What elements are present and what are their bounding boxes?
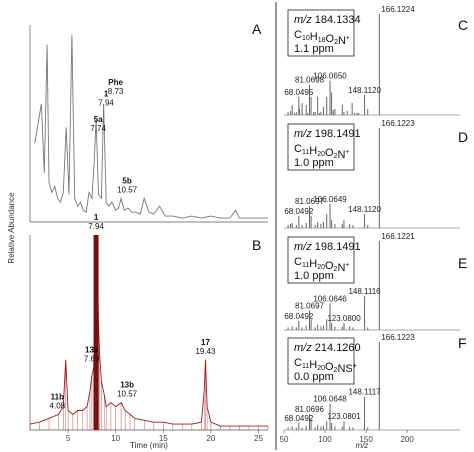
formula-ppm: 1.0 ppm [294, 270, 334, 282]
peak-label: 1 [104, 90, 109, 99]
peak-label: 5a [94, 115, 103, 124]
peak-mz-label: 148.1116 [348, 287, 381, 296]
x-tick-label: 5 [66, 434, 71, 443]
peak-time: 10.57 [117, 185, 138, 194]
x-tick-label: 150 [359, 435, 373, 444]
x-tick-label: 10 [111, 434, 120, 443]
x-axis-label: Time (min) [130, 441, 168, 450]
peak-mz-label: 68.0495 [284, 88, 313, 97]
formula-ppm: 1.1 ppm [294, 43, 334, 55]
peak-time: 7.74 [90, 124, 106, 133]
peak-mz-label: 166.1224 [381, 5, 415, 14]
peak-mz-label: 148.1120 [348, 86, 381, 95]
x-axis-label: m/z [356, 441, 369, 450]
panel-letter: E [458, 255, 467, 271]
formula-composition: C10H18O2N+ [294, 29, 350, 47]
peak-label: 5b [122, 176, 131, 185]
peak-mz-label: 123.0800 [327, 314, 361, 323]
peak-mz-label: 106.0648 [313, 395, 347, 404]
formula-composition: C11H20O2N+ [294, 143, 350, 161]
peak-time: 19.43 [195, 347, 216, 356]
formula-mz: m/z 214.1260 [294, 342, 361, 354]
peak-mz-label: 68.0492 [284, 414, 313, 423]
peak-label: 13a [85, 346, 99, 355]
y-axis-label: Relative Abundance [7, 192, 16, 264]
peak-mz-label: 106.0650 [313, 72, 347, 81]
peak-time: 8.73 [108, 87, 124, 96]
formula-mz: m/z 198.1491 [294, 128, 361, 140]
x-tick-label: 200 [400, 435, 414, 444]
formula-box [287, 236, 355, 284]
peak-label: 17 [201, 338, 210, 347]
peak-mz-label: 81.0696 [295, 405, 324, 414]
panel-letter: A [252, 21, 262, 37]
peak-mz-label: 148.1117 [348, 388, 381, 397]
peak-mz-label: 68.0492 [284, 207, 313, 216]
main-peak-bar [93, 235, 99, 430]
formula-composition: C11H20O2NS+ [294, 357, 357, 375]
panel-letter: D [458, 129, 468, 145]
peak-label: 11b [51, 392, 64, 401]
formula-composition: C11H20O2N+ [294, 256, 350, 274]
peak-mz-label: 81.0698 [295, 76, 324, 85]
peak-mz-label: 106.0649 [313, 195, 347, 204]
peak-mz-label: 81.0697 [295, 301, 324, 310]
x-tick-label: 15 [159, 434, 168, 443]
peak-mz-label: 166.1223 [381, 333, 415, 342]
peak-time: 10.57 [117, 390, 138, 399]
x-tick-label: 50 [280, 435, 289, 444]
peak-mz-label: 68.0492 [284, 312, 313, 321]
peak-time: 7.69 [84, 355, 100, 364]
peak-mz-label: 123.0801 [327, 412, 361, 421]
peak-label: 13b [120, 381, 134, 390]
x-tick-label: 25 [254, 434, 263, 443]
x-tick-label: 100 [318, 435, 332, 444]
peak-label: Phe [108, 78, 123, 87]
formula-ppm: 1.0 ppm [294, 157, 334, 169]
peak-time: 7.94 [88, 222, 104, 231]
panel-letter: B [252, 237, 261, 253]
formula-box [287, 337, 355, 385]
formula-mz: m/z 184.1334 [294, 14, 361, 26]
formula-ppm: 0.0 ppm [294, 371, 334, 383]
peak-label: 1 [94, 213, 99, 222]
peak-mz-label: 148.1120 [348, 205, 381, 214]
trace-line [34, 34, 268, 219]
panel-letter: C [458, 17, 468, 33]
x-tick-label: 20 [206, 434, 215, 443]
formula-mz: m/z 198.1491 [294, 241, 361, 253]
panel-letter: F [458, 335, 467, 351]
peak-mz-label: 166.1223 [381, 119, 415, 128]
peak-mz-label: 81.0697 [295, 197, 324, 206]
peak-mz-label: 106.0646 [313, 294, 347, 303]
peak-time: 7.94 [98, 99, 114, 108]
formula-box [287, 9, 355, 57]
peak-mz-label: 166.1221 [381, 232, 415, 241]
formula-box [287, 123, 355, 171]
peak-time: 4.08 [50, 401, 66, 410]
